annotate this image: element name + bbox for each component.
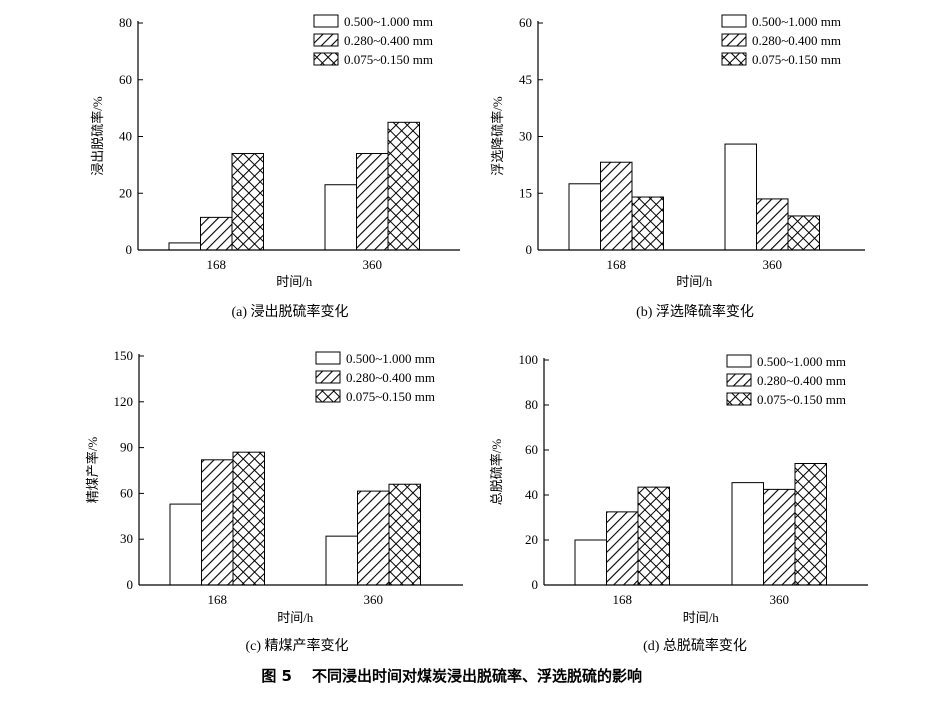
y-tick-label: 60 [119,72,132,87]
panel-d: 0 20 40 60 80 100 168 360 时间/h 总脱硫率/% 0.500~1.000 … [489,352,868,654]
legend-swatch [726,354,752,368]
y-tick-label: 150 [114,348,134,363]
legend-swatch [315,389,341,403]
legend-swatch [313,14,339,28]
panel-c: 0 30 60 90 120 150 168 360 时间/h 精煤产率/% 0.500~1.000… [85,348,463,654]
bar-168-series-1 [574,539,607,586]
y-tick-label: 0 [526,242,533,257]
bar-360-series-2 [357,490,390,586]
y-tick-label: 120 [114,394,134,409]
y-tick-label: 30 [519,129,532,144]
x-tick-label: 168 [208,592,228,607]
legend-label: 0.280~0.400 mm [752,33,841,48]
x-axis-title: 时间/h [676,274,713,289]
bar-168-series-1 [568,183,601,251]
bar-360-series-2 [356,153,389,251]
bar-360-series-1 [724,143,757,251]
x-tick-label: 168 [207,257,227,272]
bar-168-series-3 [631,196,664,251]
legend-swatch [313,52,339,66]
bar-360-series-3 [387,121,420,251]
bar-168-series-2 [600,161,633,251]
bar-168-series-1 [169,503,202,586]
legend-swatch [721,14,747,28]
y-tick-label: 15 [519,185,532,200]
y-axis-title: 精煤产率/% [85,437,100,504]
y-tick-label: 0 [126,242,133,257]
y-tick-label: 100 [519,352,539,367]
y-tick-label: 40 [525,487,538,502]
bar-168-series-2 [606,511,639,586]
panel-caption: (c) 精煤产率变化 [245,637,348,654]
y-tick-label: 60 [120,485,133,500]
panel-caption: (d) 总脱硫率变化 [643,637,747,654]
y-tick-label: 80 [525,397,538,412]
y-tick-label: 45 [519,72,532,87]
bar-168-series-3 [637,486,670,586]
bar-360-series-2 [763,488,796,586]
bar-360-series-2 [756,198,789,251]
legend-swatch [726,392,752,406]
bar-360-series-3 [388,483,421,586]
legend-label: 0.075~0.150 mm [757,392,846,407]
bar-168-series-2 [200,216,233,251]
legend-label: 0.500~1.000 mm [344,14,433,29]
x-tick-label: 168 [613,592,633,607]
legend-swatch [315,370,341,384]
y-axis-title: 浮选降硫率/% [490,96,505,176]
y-tick-label: 0 [532,577,539,592]
y-tick-label: 20 [119,185,132,200]
bar-360-series-1 [731,482,764,586]
bar-360-series-1 [324,184,357,251]
y-tick-label: 60 [519,15,532,30]
legend-swatch [315,351,341,365]
panel-b: 0 15 30 45 60 168 360 时间/h 浮选降硫率/% 0.500~1.000 mm… [490,14,865,320]
legend-label: 0.280~0.400 mm [346,370,435,385]
legend-label: 0.280~0.400 mm [344,33,433,48]
legend-label: 0.500~1.000 mm [346,351,435,366]
legend-swatch [721,52,747,66]
y-tick-label: 90 [120,440,133,455]
bar-360-series-1 [325,535,358,586]
legend-label: 0.280~0.400 mm [757,373,846,388]
y-tick-label: 20 [525,532,538,547]
bar-168-series-3 [231,153,264,251]
legend-swatch [313,33,339,47]
panel-a: 0 20 40 60 80 168 360 时间/h 浸出脱硫率/% 0.500~1.000 mm… [90,14,460,320]
x-axis-title: 时间/h [276,274,313,289]
legend-swatch [721,33,747,47]
legend-label: 0.500~1.000 mm [752,14,841,29]
x-axis-title: 时间/h [277,610,314,625]
x-tick-label: 360 [364,592,384,607]
legend-swatch [726,373,752,387]
legend-label: 0.075~0.150 mm [346,389,435,404]
x-tick-label: 360 [770,592,790,607]
y-tick-label: 30 [120,531,133,546]
x-tick-label: 360 [763,257,783,272]
legend-label: 0.500~1.000 mm [757,354,846,369]
bar-168-series-1 [168,242,201,251]
y-tick-label: 0 [127,577,134,592]
legend-label: 0.075~0.150 mm [344,52,433,67]
y-tick-label: 60 [525,442,538,457]
y-axis-title: 浸出脱硫率/% [90,96,105,176]
bar-360-series-3 [787,215,820,251]
panel-caption: (b) 浮选降硫率变化 [636,303,754,320]
bar-168-series-2 [201,459,234,586]
y-axis-title: 总脱硫率/% [489,439,504,506]
x-axis-title: 时间/h [683,610,720,625]
x-tick-label: 360 [363,257,383,272]
y-tick-label: 40 [119,129,132,144]
figure-caption-text: 不同浸出时间对煤炭浸出脱硫率、浮选脱硫的影响 [312,667,642,685]
figure-number: 图 5 [261,667,292,685]
panel-caption: (a) 浸出脱硫率变化 [231,303,348,320]
bar-360-series-3 [794,463,827,586]
legend-label: 0.075~0.150 mm [752,52,841,67]
y-tick-label: 80 [119,15,132,30]
x-tick-label: 168 [607,257,627,272]
bar-168-series-3 [232,451,265,586]
